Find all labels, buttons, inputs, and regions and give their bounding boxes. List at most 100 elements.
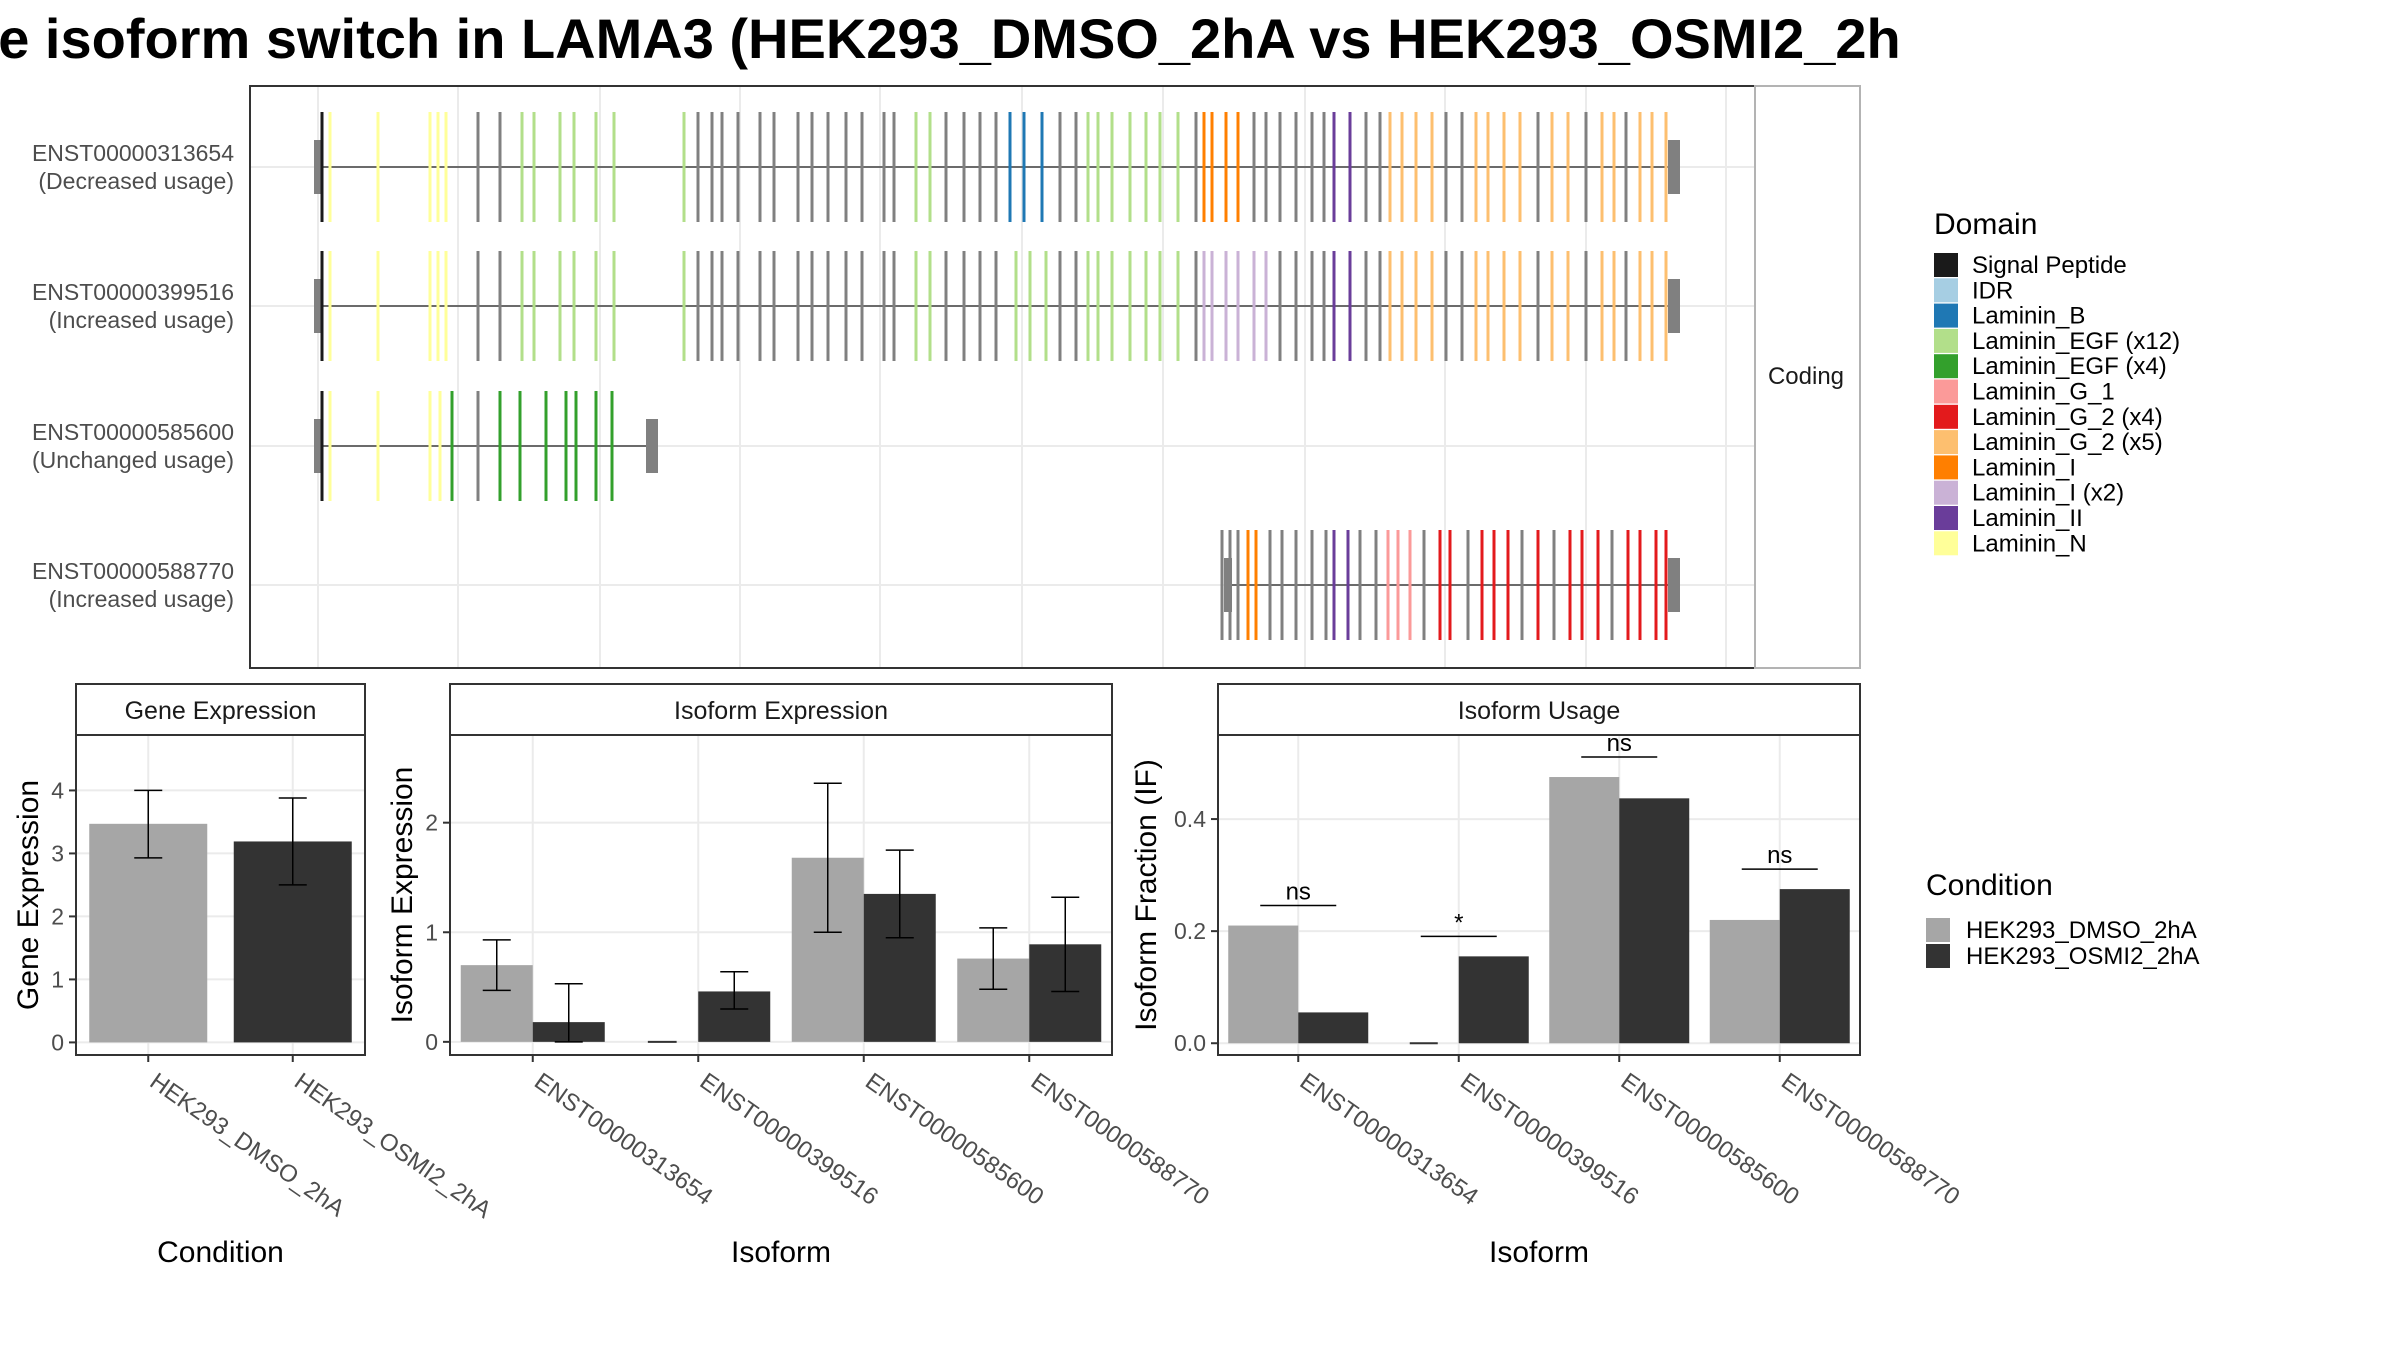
exon-domain-bar [1096,251,1100,361]
exon-domain-bar [520,251,524,361]
exon-domain-bar [1310,112,1314,222]
exon-domain-bar [594,251,598,361]
exon-domain-bar [1332,251,1336,361]
x-axis-title: Condition [157,1236,284,1269]
exon-domain-bar [1246,530,1250,640]
x-tick-label: ENST00000585600 [860,1068,1048,1211]
exon-domain-bar [1254,530,1258,640]
domain-legend-label: Laminin_II [1972,505,2083,532]
utr-start [314,419,322,473]
exon-domain-bar [1536,112,1540,222]
exon-domain-bar [1638,112,1642,222]
exon-domain-bar [826,112,830,222]
transcript-ENST00000585600 [314,391,658,501]
legend-key-swatch [1934,455,1958,480]
utr-start [1224,558,1232,612]
y-tick-label: 1 [425,919,438,945]
exon-domain-bar [1624,251,1628,361]
exon-domain-bar [1624,112,1628,222]
utr-end [1668,558,1680,612]
exon-domain-bar [1264,112,1268,222]
exon-domain-bar [428,391,432,501]
exon-domain-bar [696,112,700,222]
figure-title: ne isoform switch in LAMA3 (HEK293_DMSO_… [0,7,1901,70]
significance-label: * [1454,909,1463,936]
legend-key-swatch [1934,506,1958,530]
condition-legend-swatch [1926,944,1950,968]
exon-domain-bar [532,112,536,222]
exon-domain-bar [962,112,966,222]
y-tick-label: 2 [51,903,64,929]
legend-key-swatch [1934,404,1958,429]
exon-domain-bar [1058,251,1062,361]
legend-key-swatch [1934,480,1958,505]
exon-domain-bar [572,112,576,222]
exon-domain-bar [1422,530,1426,640]
exon-domain-bar [1518,251,1522,361]
exon-domain-bar [928,251,932,361]
exon-domain-bar [710,251,714,361]
exon-domain-bar [532,251,536,361]
exon-domain-bar [564,391,568,501]
exon-domain-bar [444,251,448,361]
exon-domain-bar [1294,251,1298,361]
exon-domain-bar [594,112,598,222]
exon-domain-bar [1600,251,1604,361]
chart-panel-3: Isoform Usagens*nsns0.00.20.4ENST0000031… [1130,683,1965,1269]
x-axis-title: Isoform [731,1236,831,1269]
exon-domain-bar [1348,251,1352,361]
exon-domain-bar [1388,251,1392,361]
exon-domain-bar [758,112,762,222]
bar [1549,777,1620,1044]
exon-domain-bar [1438,530,1442,640]
exon-domain-bar [1584,251,1588,361]
exon-domain-bar [796,112,800,222]
exon-domain-bar [914,251,918,361]
exon-domain-bar [1552,530,1556,640]
y-tick-label: 3 [51,840,64,866]
exon-domain-bar [1008,112,1012,222]
exon-domain-bar [1430,112,1434,222]
exon-domain-bar [328,391,332,501]
exon-domain-bar [1460,251,1464,361]
exon-domain-bar [1332,530,1336,640]
exon-domain-bar [1074,251,1078,361]
exon-domain-bar [320,251,324,361]
exon-domain-bar [1626,530,1630,640]
exon-domain-bar [914,112,918,222]
condition-legend-title: Condition [1926,869,2053,902]
exon-domain-bar [1074,112,1078,222]
domain-legend-label: Signal Peptide [1972,252,2127,279]
exon-domain-bar [1202,112,1206,222]
legend-key-swatch [1934,303,1958,328]
exon-domain-bar [1612,112,1616,222]
exon-domain-bar [860,251,864,361]
exon-domain-bar [476,112,480,222]
exon-domain-bar [1386,530,1390,640]
exon-domain-bar [1580,530,1584,640]
exon-domain-bar [376,391,380,501]
transcript-usage-label: (Increased usage) [49,307,234,333]
facet-strip-coding [1754,85,1861,669]
domain-legend-label: IDR [1972,277,2013,304]
y-axis-title: Isoform Fraction (IF) [1130,759,1163,1031]
exon-domain-bar [1518,112,1522,222]
exon-domain-bar [1144,112,1148,222]
exon-domain-bar [1638,530,1642,640]
domain-legend-label: Laminin_G_1 [1972,379,2115,406]
y-tick-label: 0.2 [1174,918,1206,944]
condition-legend-label: HEK293_DMSO_2hA [1966,917,2197,944]
exon-domain-bar [1158,251,1162,361]
exon-domain-bar [1400,251,1404,361]
exon-domain-bar [376,112,380,222]
exon-domain-bar [1236,112,1240,222]
exon-domain-bar [1268,530,1272,640]
exon-domain-bar [1220,530,1224,640]
exon-domain-bar [1252,251,1256,361]
y-axis-title: Gene Expression [12,780,45,1010]
exon-domain-bar [428,112,432,222]
exon-domain-bar [962,251,966,361]
exon-domain-bar [1358,530,1362,640]
domain-legend-title: Domain [1934,208,2037,241]
